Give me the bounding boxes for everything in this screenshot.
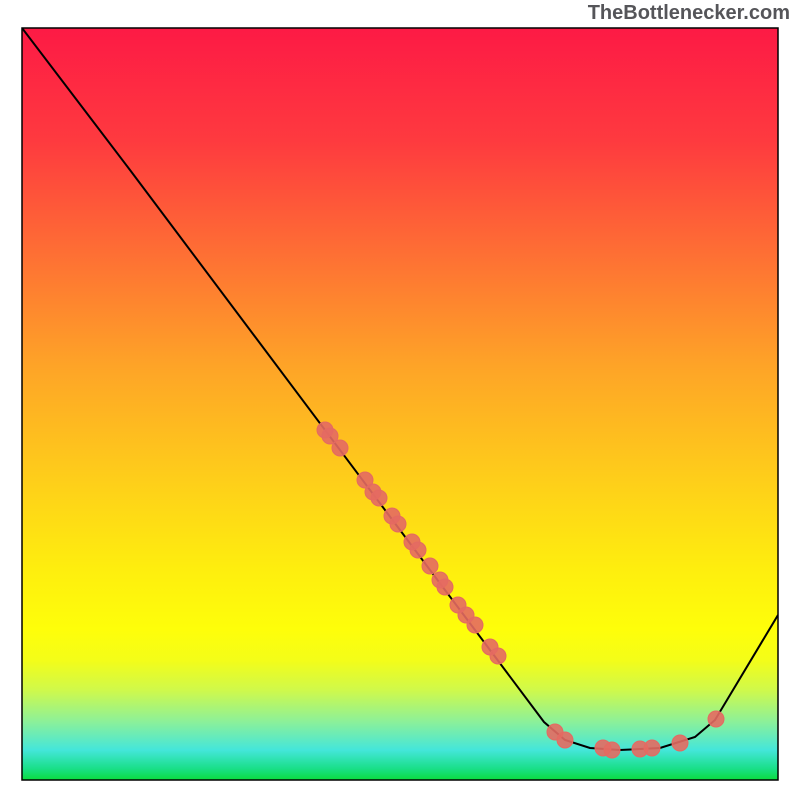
data-marker bbox=[332, 440, 348, 456]
data-marker bbox=[490, 648, 506, 664]
data-marker bbox=[371, 490, 387, 506]
data-marker bbox=[672, 735, 688, 751]
data-marker bbox=[644, 740, 660, 756]
attribution-text: TheBottlenecker.com bbox=[588, 2, 790, 25]
gradient-background bbox=[22, 28, 778, 780]
chart-container: TheBottlenecker.com bbox=[0, 0, 800, 800]
data-marker bbox=[410, 542, 426, 558]
data-marker bbox=[390, 516, 406, 532]
chart-svg bbox=[0, 0, 800, 800]
data-marker bbox=[422, 558, 438, 574]
data-marker bbox=[557, 732, 573, 748]
data-marker bbox=[604, 742, 620, 758]
data-marker bbox=[437, 579, 453, 595]
data-marker bbox=[708, 711, 724, 727]
data-marker bbox=[467, 617, 483, 633]
